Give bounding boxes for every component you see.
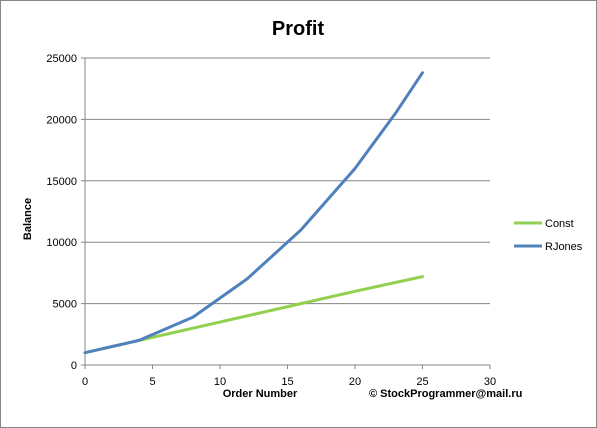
- x-tick-label: 0: [82, 376, 88, 388]
- x-tick-label: 25: [416, 376, 428, 388]
- x-tick-label: 10: [214, 376, 226, 388]
- series-line-rjones: [83, 71, 424, 355]
- legend: Const RJones: [514, 218, 583, 253]
- x-tick-label: 15: [281, 376, 293, 388]
- y-tick-label: 0: [71, 360, 77, 372]
- legend-label-const: Const: [545, 218, 574, 230]
- axes: [81, 57, 491, 369]
- y-tick-label: 5000: [53, 299, 77, 311]
- tick-labels: 0 5000 10000 15000 20000 25000 0 5 10 15 20 25 30: [46, 53, 496, 388]
- y-tick-label: 15000: [46, 176, 77, 188]
- x-axis-label: Order Number: [223, 388, 298, 400]
- y-axis-label: Balance: [22, 198, 34, 240]
- series-lines: [83, 71, 424, 355]
- x-tick-label: 20: [349, 376, 361, 388]
- y-tick-label: 20000: [46, 114, 77, 126]
- y-tick-label: 10000: [46, 237, 77, 249]
- chart-title: Profit: [272, 18, 325, 40]
- legend-label-rjones: RJones: [545, 241, 583, 253]
- y-tick-label: 25000: [46, 53, 77, 65]
- gridlines: [85, 57, 490, 305]
- x-tick-label: 5: [149, 376, 155, 388]
- copyright-annotation: © StockProgrammer@mail.ru: [369, 388, 522, 400]
- x-tick-label: 30: [484, 376, 496, 388]
